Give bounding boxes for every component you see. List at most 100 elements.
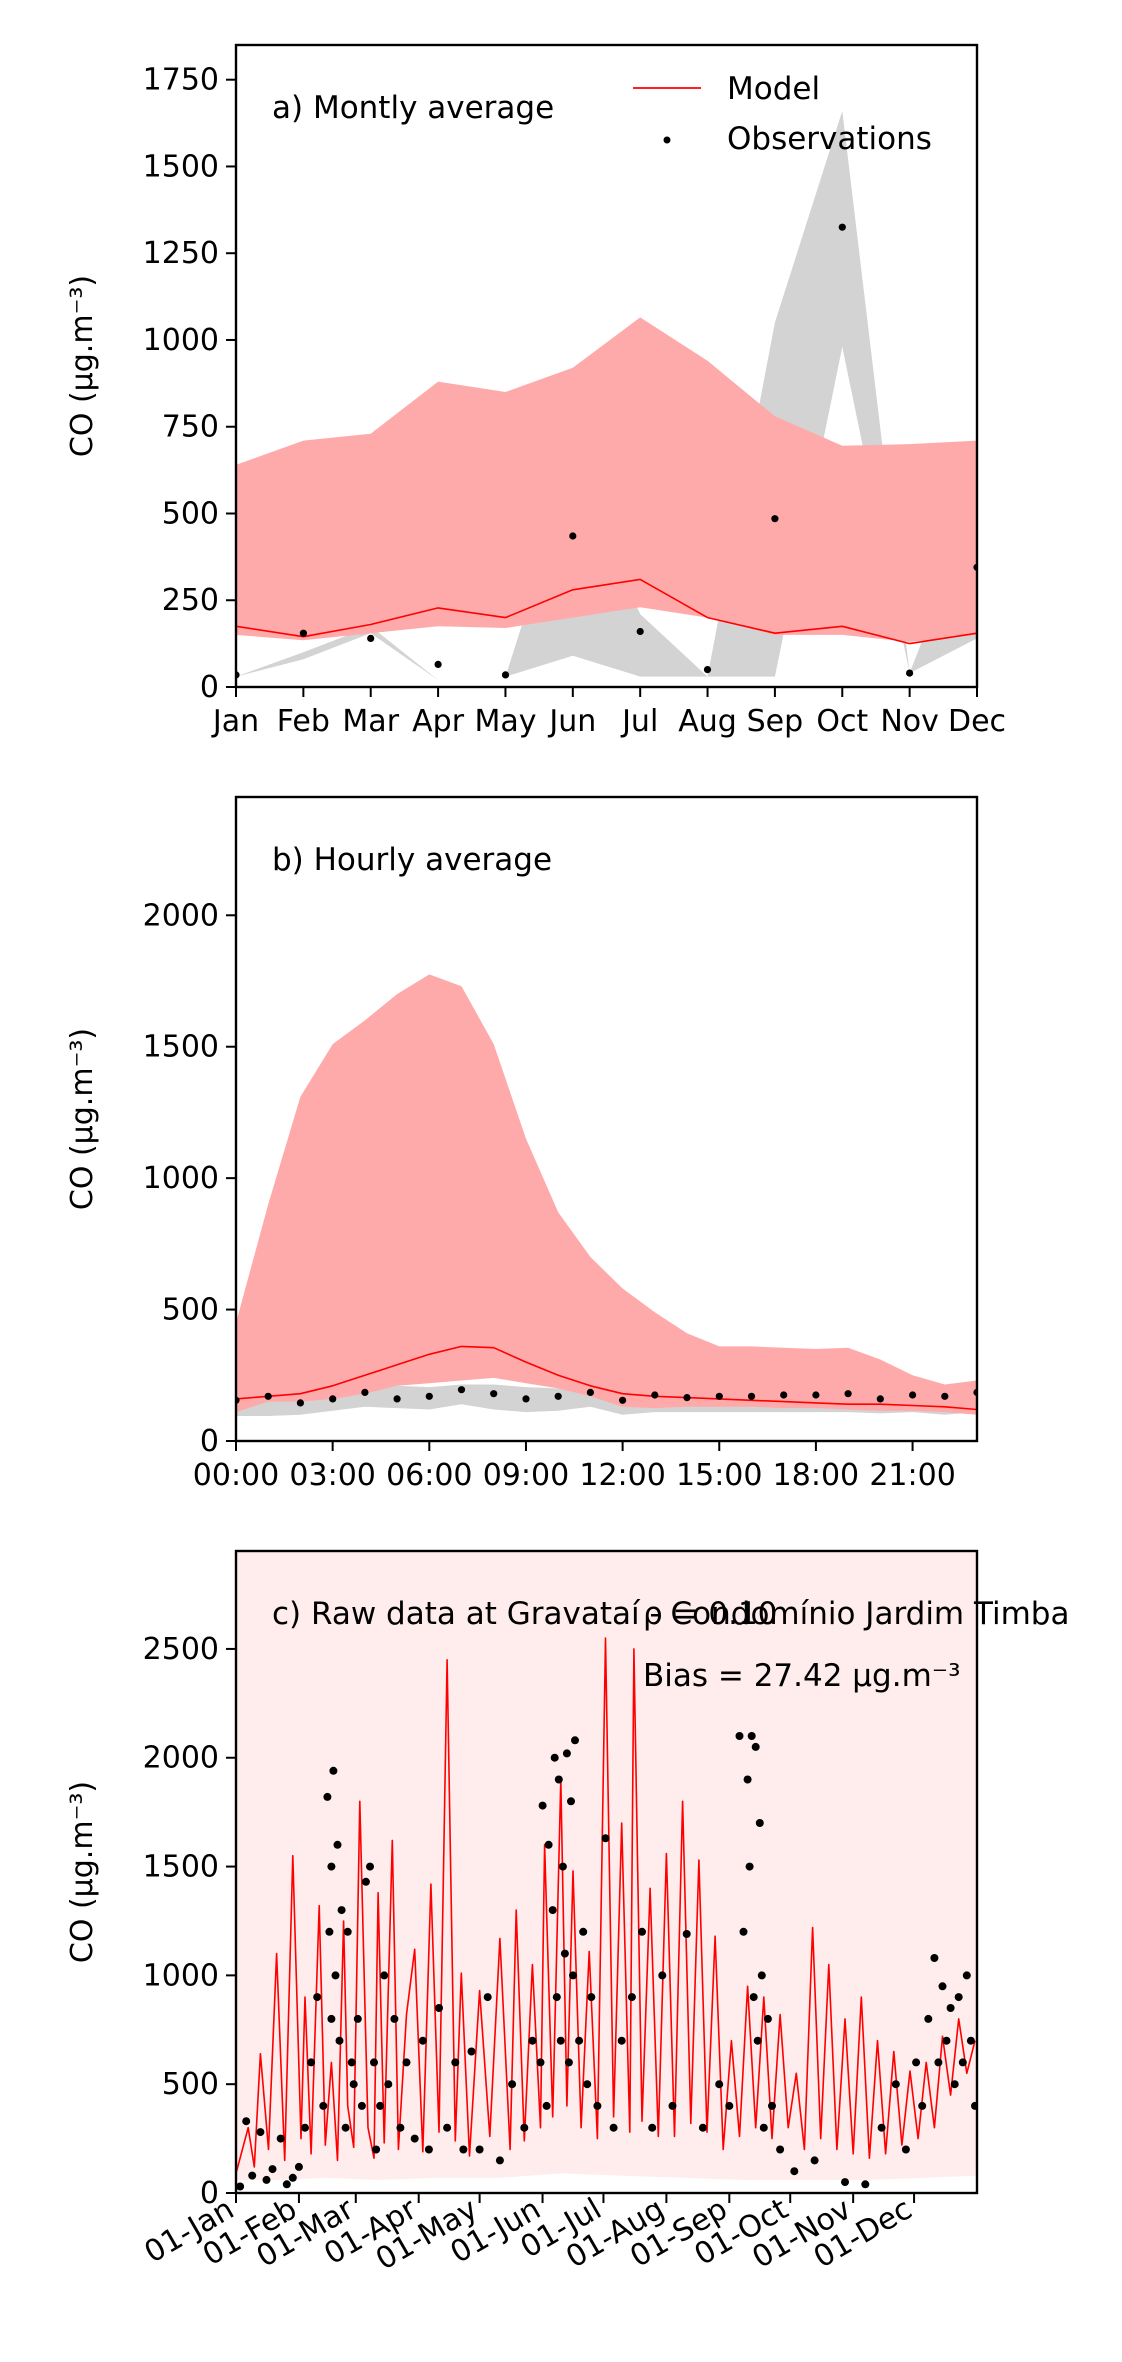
x-tick-label: 03:00 — [289, 1458, 375, 1493]
observation-point — [747, 1392, 756, 1400]
observation-point — [341, 2123, 350, 2132]
observation-point — [891, 2080, 900, 2089]
observation-point — [755, 1819, 764, 1827]
observation-point — [876, 1395, 884, 1403]
observation-point — [544, 1840, 553, 1849]
observation-point — [941, 1392, 949, 1400]
observation-point — [593, 2101, 602, 2110]
y-tick-label: 1500 — [143, 149, 219, 184]
observation-point — [288, 2173, 297, 2182]
observation-point — [638, 1927, 646, 1936]
y-axis-label: CO (μg.m⁻³) — [65, 1781, 100, 1963]
legend-model-label: Model — [727, 71, 820, 107]
observation-point — [538, 1801, 547, 1810]
observation-point — [743, 1775, 752, 1784]
panel-label: a) Montly average — [272, 90, 554, 126]
observation-point — [962, 1971, 971, 1980]
observation-point — [759, 2123, 768, 2132]
x-tick-label: Jul — [620, 704, 658, 739]
observation-point — [347, 2058, 356, 2067]
x-tick-label: Jun — [547, 704, 596, 739]
y-tick-label: 250 — [162, 583, 219, 618]
axes-frame — [234, 43, 979, 689]
observation-point — [601, 1834, 610, 1843]
observation-point — [909, 1391, 917, 1399]
observation-point — [542, 2101, 551, 2110]
observation-point — [490, 1390, 498, 1398]
x-tick-label: Feb — [277, 704, 330, 739]
observation-point — [841, 2178, 849, 2187]
observation-point — [520, 2123, 529, 2132]
observation-point — [745, 1862, 754, 1871]
observation-point — [418, 2036, 427, 2045]
observation-point — [268, 2165, 277, 2174]
observation-point — [569, 1971, 577, 1980]
x-tick-label: 06:00 — [386, 1458, 472, 1493]
observation-point — [402, 2058, 411, 2067]
observation-point — [901, 2145, 910, 2154]
x-tick-label: 00:00 — [193, 1458, 279, 1493]
observation-point — [256, 2128, 265, 2137]
observation-point — [550, 1753, 559, 1762]
observation-point — [435, 2004, 443, 2012]
observation-point — [353, 2014, 362, 2023]
observation-point — [747, 1732, 756, 1740]
observation-point — [627, 1993, 636, 2002]
observation-point — [528, 2036, 537, 2045]
x-tick-label: 09:00 — [483, 1458, 569, 1493]
observation-point — [323, 1792, 332, 1801]
observation-point — [357, 2101, 366, 2110]
y-tick-label: 0 — [200, 1424, 219, 1459]
observation-point — [376, 2101, 385, 2110]
x-tick-label: 15:00 — [676, 1458, 762, 1493]
observation-point — [384, 2080, 393, 2089]
observation-point — [434, 660, 442, 669]
observation-point — [337, 1906, 346, 1915]
observation-point — [930, 1954, 939, 1962]
x-tick-label: 18:00 — [773, 1458, 859, 1493]
observation-point — [443, 2123, 452, 2132]
observation-point — [262, 2175, 271, 2184]
observation-point — [938, 1982, 947, 1991]
observation-point — [522, 1395, 530, 1403]
x-tick-label: 12:00 — [579, 1458, 665, 1493]
observation-point — [248, 2171, 257, 2180]
observation-point — [579, 1927, 588, 1936]
correlation-annotation: ρ = 0.10 — [643, 1596, 777, 1632]
x-tick-label: Apr — [412, 704, 465, 739]
observation-point — [942, 2036, 951, 2045]
observation-point — [236, 2182, 245, 2191]
observation-point — [367, 634, 375, 643]
plot-area — [236, 1551, 977, 2191]
observation-point — [327, 2014, 336, 2023]
observation-point — [508, 2080, 517, 2089]
model-line — [236, 1637, 976, 2174]
observation-point — [918, 2101, 927, 2110]
observation-point — [751, 1742, 760, 1751]
observation-point — [329, 1395, 337, 1403]
observation-point — [554, 1392, 562, 1400]
observation-point — [325, 1927, 334, 1936]
observation-point — [658, 1971, 667, 1980]
observation-point — [536, 2058, 545, 2067]
observation-point — [495, 2156, 504, 2165]
x-tick-label: Nov — [880, 704, 939, 739]
observation-point — [617, 2036, 626, 2045]
observation-point — [954, 1993, 963, 2002]
observation-point — [934, 2058, 943, 2067]
observation-point — [425, 1392, 433, 1400]
observation-point — [753, 2036, 762, 2045]
observation-point — [264, 1392, 272, 1400]
x-tick-label: May — [474, 704, 536, 739]
observation-point — [370, 2058, 378, 2067]
observation-point — [564, 2058, 573, 2067]
observation-point — [838, 223, 846, 231]
observation-point — [668, 2101, 677, 2110]
x-tick-label: Mar — [342, 704, 399, 739]
model-range-band — [236, 1551, 977, 2180]
panel-hourly-average: 0 500 1000 1500 2000 00:00 03:00 06:00 09:00 12:0… — [65, 795, 979, 1493]
observation-point — [343, 1927, 352, 1936]
observation-point — [567, 1797, 575, 1806]
observation-point — [966, 2036, 975, 2045]
plot-area — [236, 974, 977, 1416]
